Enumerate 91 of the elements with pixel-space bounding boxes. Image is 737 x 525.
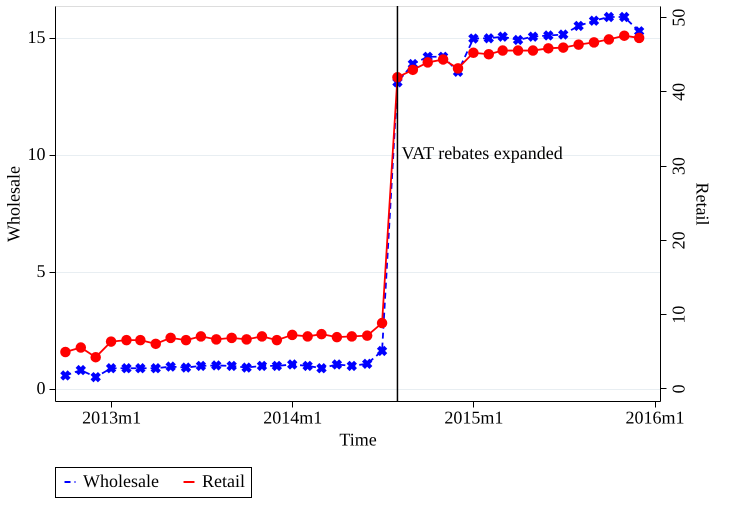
point — [512, 34, 524, 46]
point — [150, 338, 161, 350]
point — [287, 359, 298, 370]
point — [256, 360, 268, 372]
point — [60, 370, 71, 381]
y-tick-label: 5 — [36, 261, 46, 282]
point — [316, 363, 327, 374]
x-tick-label: 2013m1 — [82, 408, 142, 428]
point — [484, 49, 494, 60]
point — [619, 12, 630, 22]
point — [60, 346, 71, 358]
point — [76, 364, 86, 376]
point — [121, 334, 132, 346]
point — [573, 39, 584, 50]
legend-label: Retail — [202, 471, 245, 491]
point — [543, 30, 554, 41]
point — [376, 346, 388, 356]
point — [180, 362, 192, 373]
point — [573, 20, 584, 32]
point — [484, 33, 494, 44]
point — [619, 30, 630, 41]
point — [106, 336, 116, 347]
point — [272, 360, 282, 372]
y2-tick-label: 10 — [668, 306, 688, 324]
point — [346, 331, 358, 342]
x-tick-label: 2015m1 — [444, 408, 504, 428]
y2-tick-label: 30 — [668, 157, 688, 176]
point — [362, 330, 372, 341]
point — [512, 45, 524, 56]
point — [165, 361, 176, 372]
point — [452, 63, 464, 74]
y-tick-label: 15 — [28, 27, 46, 48]
point — [76, 342, 86, 353]
point — [286, 330, 298, 340]
point — [332, 359, 342, 370]
point — [332, 332, 342, 342]
point — [90, 372, 101, 382]
point — [180, 334, 192, 346]
point — [346, 360, 357, 372]
point — [135, 334, 146, 346]
point — [272, 334, 282, 346]
point — [468, 33, 479, 44]
point — [528, 31, 538, 42]
x-axis-title: Time — [339, 430, 377, 450]
point — [588, 16, 600, 26]
point — [468, 48, 479, 58]
ref-line-label: VAT rebates expanded — [401, 143, 563, 164]
point — [196, 331, 206, 342]
point — [226, 332, 237, 344]
point — [604, 34, 614, 45]
point — [362, 358, 372, 369]
y-tick-label: 0 — [36, 378, 46, 398]
point — [497, 45, 508, 56]
point — [90, 352, 101, 362]
point — [302, 331, 313, 342]
point — [408, 64, 418, 76]
point — [211, 360, 222, 371]
point — [241, 362, 252, 373]
point — [165, 332, 176, 344]
point — [211, 334, 222, 345]
x-tick-label: 2014m1 — [263, 408, 322, 428]
point — [604, 12, 614, 22]
point — [558, 42, 568, 53]
legend-label: Wholesale — [83, 471, 159, 491]
y-tick-label: 10 — [28, 144, 46, 164]
y2-axis-title: Retail — [692, 182, 712, 226]
point — [196, 360, 206, 372]
point — [150, 363, 161, 374]
y2-tick-label: 50 — [668, 8, 688, 27]
point — [316, 328, 327, 340]
point — [376, 318, 388, 328]
y2-tick-label: 40 — [668, 82, 688, 101]
point — [106, 363, 116, 374]
point — [588, 37, 600, 48]
point — [135, 363, 146, 374]
point — [256, 331, 268, 342]
point — [558, 29, 568, 40]
y-axis-title: Wholesale — [4, 166, 24, 242]
point — [634, 32, 644, 44]
y2-tick-label: 20 — [668, 231, 688, 250]
point — [528, 45, 538, 56]
point — [302, 360, 313, 372]
point — [226, 360, 237, 372]
point — [497, 31, 508, 42]
point — [438, 54, 448, 65]
point — [543, 43, 554, 54]
point — [121, 363, 132, 374]
x-tick-label: 2016m1 — [626, 408, 685, 428]
point — [422, 57, 433, 68]
point — [241, 334, 252, 345]
y2-tick-label: 0 — [668, 384, 688, 394]
